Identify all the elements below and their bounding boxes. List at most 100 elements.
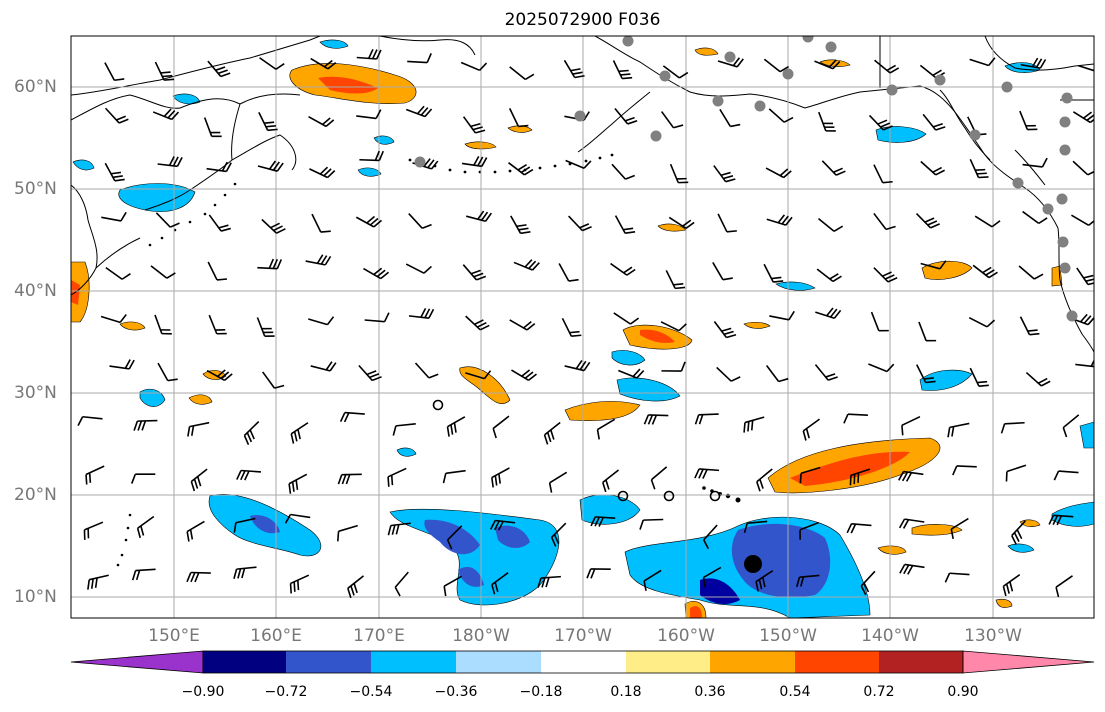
wind-barb xyxy=(131,473,156,484)
wind-barb xyxy=(613,312,640,325)
wind-barb xyxy=(802,418,821,441)
wind-barb xyxy=(492,415,510,439)
wind-barb xyxy=(309,166,336,179)
wind-barb xyxy=(799,466,821,484)
colorbar-segment xyxy=(626,651,710,673)
wind-barb xyxy=(308,116,335,128)
wind-barb xyxy=(259,57,285,70)
wind-barb xyxy=(922,113,946,131)
wind-barb xyxy=(208,314,227,335)
wind-barb xyxy=(305,254,332,266)
wind-barb xyxy=(513,259,540,271)
wind-barb xyxy=(920,160,945,176)
lon-label-170e: 170°E xyxy=(353,626,405,646)
wind-barb xyxy=(1022,210,1048,225)
lon-label-160w: 160°W xyxy=(657,626,715,646)
wind-barb xyxy=(1018,265,1044,280)
lat-label-10n: 10°N xyxy=(14,587,57,607)
wind-barb xyxy=(511,369,537,381)
lon-label-150w: 150°W xyxy=(759,626,817,646)
colorbar-segment xyxy=(203,651,286,673)
wind-barb xyxy=(414,362,439,379)
wind-barb xyxy=(465,315,490,331)
wind-barb xyxy=(261,218,286,234)
lat-label-20n: 20°N xyxy=(14,485,57,505)
wind-barb xyxy=(702,566,722,588)
colorbar-tick-label: −0.54 xyxy=(349,684,393,700)
wind-barb xyxy=(558,263,579,282)
wind-barb xyxy=(1002,574,1021,597)
wind-barb xyxy=(310,361,337,372)
wind-barb xyxy=(206,161,232,173)
wind-barb xyxy=(288,473,308,494)
wind-barb xyxy=(256,317,275,337)
wind-barb xyxy=(660,321,687,332)
wind-barb xyxy=(310,57,337,70)
colorbar-tick-label: −0.18 xyxy=(519,684,563,700)
wind-barb xyxy=(258,112,278,132)
wind-barb xyxy=(1053,470,1079,481)
wind-barb xyxy=(1000,421,1025,434)
wind-barb xyxy=(157,156,183,168)
wind-barb xyxy=(650,466,668,490)
wind-barb xyxy=(898,470,924,482)
wind-barb xyxy=(716,366,741,382)
wind-barb xyxy=(465,210,493,223)
wind-barb xyxy=(508,108,529,128)
wind-barb xyxy=(387,467,407,487)
colorbar-tick-label: 0.36 xyxy=(694,684,726,700)
map-area xyxy=(71,36,1094,618)
wind-barb xyxy=(1055,575,1073,598)
wind-barb xyxy=(150,265,176,279)
wind-barb xyxy=(920,260,947,270)
wind-barb xyxy=(568,215,592,232)
wind-barb xyxy=(446,416,466,437)
wind-barb xyxy=(765,365,789,383)
wind-barb xyxy=(915,212,940,229)
wind-barb xyxy=(1072,160,1094,176)
wind-barb xyxy=(77,415,103,427)
wind-barb xyxy=(152,108,180,121)
wind-barb xyxy=(846,522,872,534)
wind-barb xyxy=(190,468,208,492)
wind-barb xyxy=(155,212,180,228)
wind-barb xyxy=(358,364,382,382)
wind-barb xyxy=(154,314,172,335)
wind-barb xyxy=(359,150,384,162)
wind-barb xyxy=(109,359,135,370)
wind-barb xyxy=(665,270,686,290)
wind-barb xyxy=(918,321,937,342)
wind-barb xyxy=(207,60,231,78)
colorbar-extend-low xyxy=(70,650,204,674)
wind-barb xyxy=(187,421,210,437)
wind-barb xyxy=(208,214,231,232)
lat-label-60n: 60°N xyxy=(14,77,57,97)
wind-barb xyxy=(755,570,774,592)
wind-barb xyxy=(868,114,893,131)
wind-barb xyxy=(356,48,382,60)
wind-barb xyxy=(843,413,868,424)
wind-barb xyxy=(1019,110,1038,131)
wind-barb xyxy=(100,313,127,324)
wind-barb xyxy=(489,519,516,531)
wind-barb xyxy=(262,371,285,389)
wind-barb xyxy=(815,307,842,319)
wind-barb xyxy=(799,521,820,540)
wind-barb xyxy=(614,215,636,235)
lon-label-130w: 130°W xyxy=(964,626,1022,646)
wind-barb xyxy=(1019,316,1040,336)
wind-barb xyxy=(765,167,792,179)
wind-barb xyxy=(364,312,390,323)
wind-barb xyxy=(618,368,645,379)
wind-barb xyxy=(509,66,535,81)
wind-barb xyxy=(873,267,898,283)
wind-barb xyxy=(257,258,283,270)
colorbar-segment xyxy=(286,651,371,673)
wind-barb xyxy=(461,156,488,168)
wind-barb xyxy=(719,108,741,128)
wind-barb xyxy=(101,211,127,222)
wind-barb xyxy=(763,58,790,73)
wind-barb xyxy=(442,469,466,484)
colorbar-tick-label: 0.18 xyxy=(610,684,642,700)
